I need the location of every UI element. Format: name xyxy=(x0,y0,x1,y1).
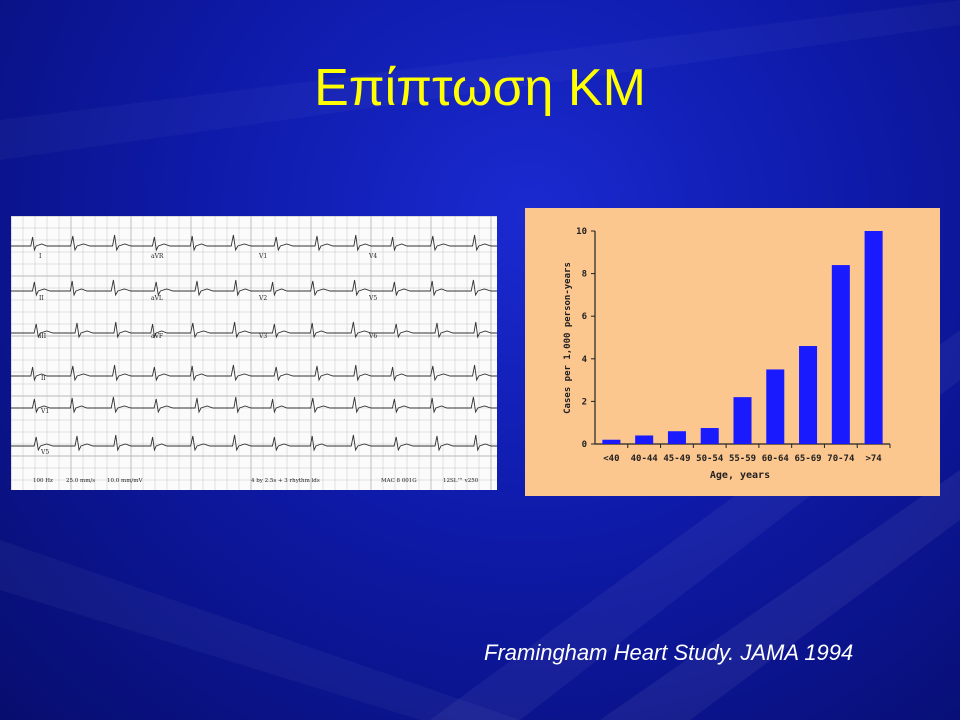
x-tick-label: 60-64 xyxy=(762,454,790,464)
y-tick-label: 6 xyxy=(582,312,587,322)
x-tick-label: 55-59 xyxy=(729,454,756,464)
y-axis-label: Cases per 1,000 person-years xyxy=(563,262,573,414)
ecg-lead-label: V5 xyxy=(40,449,49,456)
ecg-lead-label: V1 xyxy=(258,253,267,260)
ecg-lead-label: V1 xyxy=(40,408,49,415)
ecg-lead-label: V3 xyxy=(258,333,267,340)
x-tick-label: 65-69 xyxy=(795,454,822,464)
ecg-footer-text: 100 Hz xyxy=(33,478,53,484)
ecg-lead-label: aVF xyxy=(151,333,163,340)
bar xyxy=(766,369,785,444)
ecg-footer-text: MAC 8 001G xyxy=(381,478,417,484)
ecg-trace xyxy=(11,279,534,297)
bar xyxy=(635,435,654,444)
x-tick-label: 50-54 xyxy=(696,454,724,464)
ecg-lead-label: V2 xyxy=(258,295,267,302)
x-axis-label: Age, years xyxy=(710,470,770,481)
slide-title: Επίπτωση ΚΜ xyxy=(314,59,646,117)
bar xyxy=(831,265,850,444)
ecg-lead-label: V6 xyxy=(368,333,377,340)
ecg-trace xyxy=(11,396,534,414)
bar xyxy=(799,346,818,444)
ecg-lead-label: V4 xyxy=(368,253,377,260)
bar xyxy=(602,439,621,444)
ecg-lead-label: II xyxy=(39,295,44,302)
ecg-trace xyxy=(11,364,531,382)
citation: Framingham Heart Study. JAMA 1994 xyxy=(484,640,854,665)
ecg-footer-text: 10.0 mm/mV xyxy=(107,478,143,484)
ecg-lead-label: III xyxy=(39,333,47,340)
bar xyxy=(700,428,719,444)
y-tick-label: 8 xyxy=(582,270,587,280)
x-tick-label: >74 xyxy=(865,454,882,464)
ecg-lead-label: I xyxy=(39,253,42,260)
ecg-trace xyxy=(11,321,528,339)
ecg-footer-text: 12SL™ v250 xyxy=(443,478,479,484)
ecg-trace xyxy=(11,234,531,252)
bar xyxy=(733,397,752,444)
bar xyxy=(667,431,686,444)
ecg-footer-text: 4 by 2.5s + 3 rhythm lds xyxy=(251,478,320,484)
y-tick-label: 10 xyxy=(576,227,587,237)
x-tick-label: 45-49 xyxy=(663,454,690,464)
x-tick-label: 40-44 xyxy=(631,454,659,464)
x-tick-label: <40 xyxy=(603,454,619,464)
incidence-bar-chart: Cases per 1,000 person-years Age, years … xyxy=(563,227,891,481)
ecg-lead-label: V5 xyxy=(368,295,377,302)
chart-panel: Cases per 1,000 person-years Age, years … xyxy=(525,208,940,496)
ecg-trace xyxy=(11,434,528,452)
bar xyxy=(864,231,883,444)
x-tick-label: 70-74 xyxy=(827,454,855,464)
y-tick-label: 0 xyxy=(582,440,587,450)
ecg-lead-label: aVR xyxy=(151,253,164,260)
y-tick-label: 2 xyxy=(582,397,587,407)
y-tick-label: 4 xyxy=(582,355,588,365)
ecg-lead-label: aVL xyxy=(151,295,163,302)
ecg-lead-label: II xyxy=(41,375,46,382)
ecg-footer-text: 25.0 mm/s xyxy=(66,478,95,484)
